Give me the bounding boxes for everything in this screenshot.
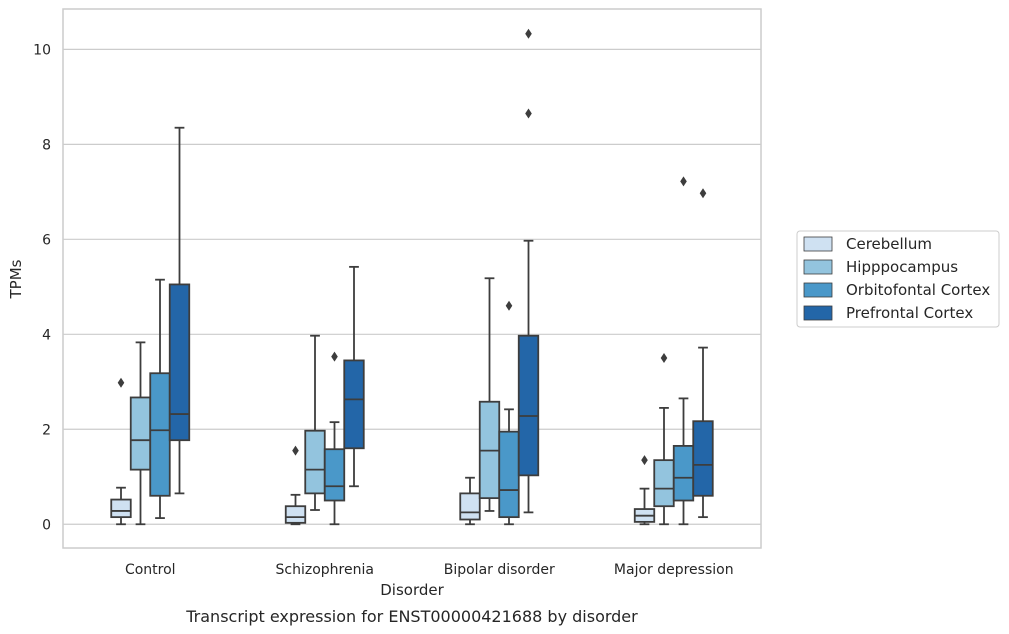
series-prefrontal-cortex xyxy=(168,28,714,519)
box xyxy=(110,498,132,519)
outlier-point xyxy=(680,176,687,187)
y-tick-label: 10 xyxy=(33,42,51,58)
x-tick-label: Bipolar disorder xyxy=(444,562,555,578)
box xyxy=(323,448,346,502)
box xyxy=(284,505,307,524)
box xyxy=(692,420,714,497)
x-tick-label: Schizophrenia xyxy=(276,562,374,578)
legend-swatch xyxy=(803,259,833,275)
box xyxy=(304,429,326,495)
x-axis-title: Disorder xyxy=(380,581,444,599)
legend-frame xyxy=(796,230,1000,328)
y-tick-labels: 0 2 4 6 8 10 xyxy=(33,42,51,533)
legend-swatch xyxy=(803,305,833,321)
box-group xyxy=(672,176,695,526)
y-tick-label: 2 xyxy=(42,422,51,438)
outlier-point xyxy=(525,108,532,119)
box-group xyxy=(498,300,520,526)
outlier-point xyxy=(525,28,532,39)
legend: Cerebellum Hipppocampus Orbitofontal Corte… xyxy=(796,230,1000,328)
legend-label: Hipppocampus xyxy=(846,258,958,276)
outlier-point xyxy=(699,188,707,199)
series-hipppocampus xyxy=(129,277,675,526)
plot-frame xyxy=(62,8,762,549)
chart-caption: Transcript expression for ENST0000042168… xyxy=(185,607,638,626)
box xyxy=(343,359,365,450)
outlier-point xyxy=(641,455,648,466)
box-group xyxy=(110,377,132,526)
y-tick-label: 0 xyxy=(42,517,51,533)
box xyxy=(672,444,695,502)
box-group xyxy=(478,277,501,512)
x-tick-label: Control xyxy=(125,562,176,578)
box-group xyxy=(284,445,307,526)
box-group xyxy=(168,126,191,495)
x-tick-labels: Control Schizophrenia Bipolar disorder Majo… xyxy=(125,562,734,578)
legend-label: Orbitofontal Cortex xyxy=(846,281,990,299)
outlier-point xyxy=(660,353,668,364)
box xyxy=(653,459,675,508)
y-tick-label: 6 xyxy=(42,232,51,248)
box-group xyxy=(633,455,656,526)
legend-swatch xyxy=(803,236,833,252)
outlier-point xyxy=(292,445,299,456)
box-group xyxy=(653,353,675,526)
y-tick-label: 8 xyxy=(42,137,51,153)
box-group xyxy=(692,188,714,519)
box-group xyxy=(459,476,481,526)
outlier-point xyxy=(117,377,125,388)
y-axis-title: TPMs xyxy=(7,259,25,299)
box-group xyxy=(149,278,171,519)
series-orbitofontal-cortex xyxy=(149,176,695,526)
outlier-point xyxy=(505,300,513,311)
box xyxy=(517,334,540,477)
box-group xyxy=(129,341,152,526)
legend-label: Cerebellum xyxy=(846,235,932,253)
box-group xyxy=(517,28,540,514)
y-tick-label: 4 xyxy=(42,327,51,343)
legend-label: Prefrontal Cortex xyxy=(846,304,973,322)
box xyxy=(149,372,171,497)
box xyxy=(168,283,191,442)
box-series-layer xyxy=(110,28,714,526)
series-cerebellum xyxy=(110,377,656,526)
box-group xyxy=(343,265,365,488)
box-group xyxy=(304,334,326,511)
box-group xyxy=(323,351,346,526)
outlier-point xyxy=(331,351,338,362)
legend-swatch xyxy=(803,282,833,298)
box xyxy=(459,492,481,521)
x-tick-label: Major depression xyxy=(614,562,734,578)
box xyxy=(498,430,520,519)
box xyxy=(129,396,152,471)
